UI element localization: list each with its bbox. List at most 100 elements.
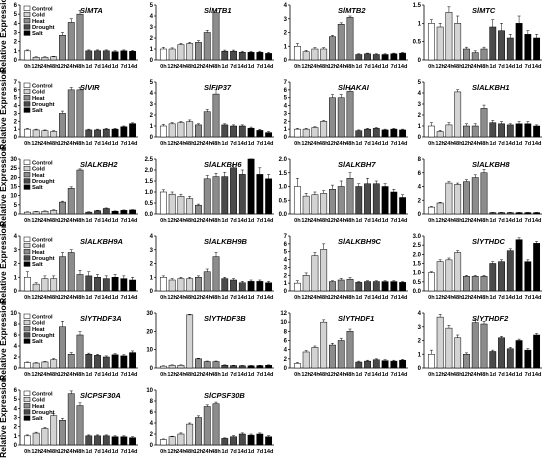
x-tick-label: 1d <box>112 295 119 301</box>
x-tick-label: 24h <box>444 141 454 147</box>
x-tick-label: 24h <box>202 372 212 378</box>
x-tick-label: 14d <box>398 64 408 70</box>
y-tick-label: 3 <box>150 248 154 254</box>
bar <box>471 177 479 215</box>
bar <box>436 261 444 292</box>
y-tick-label: 1 <box>14 434 18 440</box>
y-tick-label: 3 <box>14 248 18 254</box>
bar <box>230 50 237 61</box>
x-tick-label: 14d <box>237 218 247 224</box>
bar <box>203 178 211 215</box>
bar <box>506 124 514 138</box>
bar <box>159 191 167 215</box>
bar <box>364 183 371 215</box>
y-axis-label: Relative Expression <box>0 0 8 73</box>
x-tick-label: 24h <box>176 372 186 378</box>
x-tick-label: 12h <box>31 218 41 224</box>
bar <box>102 128 110 138</box>
bar <box>129 209 137 215</box>
y-tick-label: 2 <box>418 339 422 345</box>
x-tick-label: 0h <box>160 449 167 455</box>
legend-label: Drought <box>32 102 55 108</box>
legend-swatch <box>23 242 31 249</box>
y-tick-label: 0 <box>14 443 18 449</box>
x-tick-label: 48h <box>185 372 195 378</box>
legend-label: Control <box>32 391 53 397</box>
x-tick-label: 14d <box>264 372 274 378</box>
x-tick-label: 12h <box>58 449 68 455</box>
y-tick-label: 10 <box>280 320 287 326</box>
bar <box>381 129 389 138</box>
legend-swatch <box>23 178 31 184</box>
y-tick-label: 6 <box>284 88 288 94</box>
x-tick-label: 1d <box>86 295 93 301</box>
legend-swatch <box>23 165 31 172</box>
bar <box>427 125 435 138</box>
bar <box>111 211 119 215</box>
bar <box>247 365 255 369</box>
bar <box>168 193 176 215</box>
bar <box>399 282 407 292</box>
bar <box>445 182 453 215</box>
x-tick-label: 1d <box>222 141 229 147</box>
y-tick-label: 2 <box>150 36 154 42</box>
y-tick-label: 6 <box>14 388 18 394</box>
x-tick-label: 0h <box>428 141 435 147</box>
y-tick-label: 5 <box>14 96 18 102</box>
x-tick-label: 1d <box>356 295 363 301</box>
x-tick-label: 7d <box>498 372 505 378</box>
y-tick-label: 0.0 <box>279 212 288 218</box>
x-tick-label: 24h <box>336 64 346 70</box>
legend-label: Heat <box>32 173 45 179</box>
bar <box>445 124 453 138</box>
bar <box>381 186 389 215</box>
bar <box>177 196 185 215</box>
y-tick-label: 3 <box>284 265 288 271</box>
bar <box>480 323 488 369</box>
bar <box>381 54 389 61</box>
x-tick-label: 48h <box>211 449 221 455</box>
bar <box>177 433 185 446</box>
bar <box>59 201 66 215</box>
x-tick-label: 24h <box>40 141 50 147</box>
bar <box>247 281 255 292</box>
y-tick-label: 12 <box>280 311 287 317</box>
bar <box>50 278 58 292</box>
x-tick-label: 14d <box>264 218 274 224</box>
x-tick-label: 48h <box>453 372 463 378</box>
bar <box>32 432 40 446</box>
bar <box>168 48 176 61</box>
y-tick-label: 2 <box>284 119 288 125</box>
x-tick-label: 12h <box>435 372 445 378</box>
x-tick-label: 24h <box>336 141 346 147</box>
x-tick-label: 12h <box>328 218 338 224</box>
bar <box>311 48 319 61</box>
bar <box>302 51 310 61</box>
y-tick-label: 8 <box>284 329 288 335</box>
y-tick-label: 1.0 <box>145 190 154 196</box>
x-tick-label: 48h <box>185 295 195 301</box>
y-tick-label: 0 <box>150 58 154 64</box>
bar <box>427 206 435 215</box>
y-tick-label: 4 <box>418 91 422 97</box>
y-tick-label: 0 <box>14 366 18 372</box>
gene-chart: 00.511.50h 12h 24h 48h 12h 24h 48h 1d 7d 14d 1d 7d 1… <box>413 3 542 70</box>
y-tick-label: 5 <box>284 96 288 102</box>
legend-swatch <box>23 338 31 344</box>
bar <box>76 274 84 292</box>
bar <box>94 210 101 215</box>
gene-title: SlYTHDF3A <box>80 314 122 323</box>
x-tick-label: 7d <box>257 295 264 301</box>
bar <box>67 252 75 292</box>
bar <box>265 178 273 215</box>
bar <box>372 183 380 215</box>
x-tick-label: 48h <box>49 449 59 455</box>
x-tick-label: 48h <box>345 295 355 301</box>
legend-label: Control <box>32 6 53 12</box>
x-tick-label: 48h <box>211 218 221 224</box>
x-tick-label: 7d <box>391 372 398 378</box>
